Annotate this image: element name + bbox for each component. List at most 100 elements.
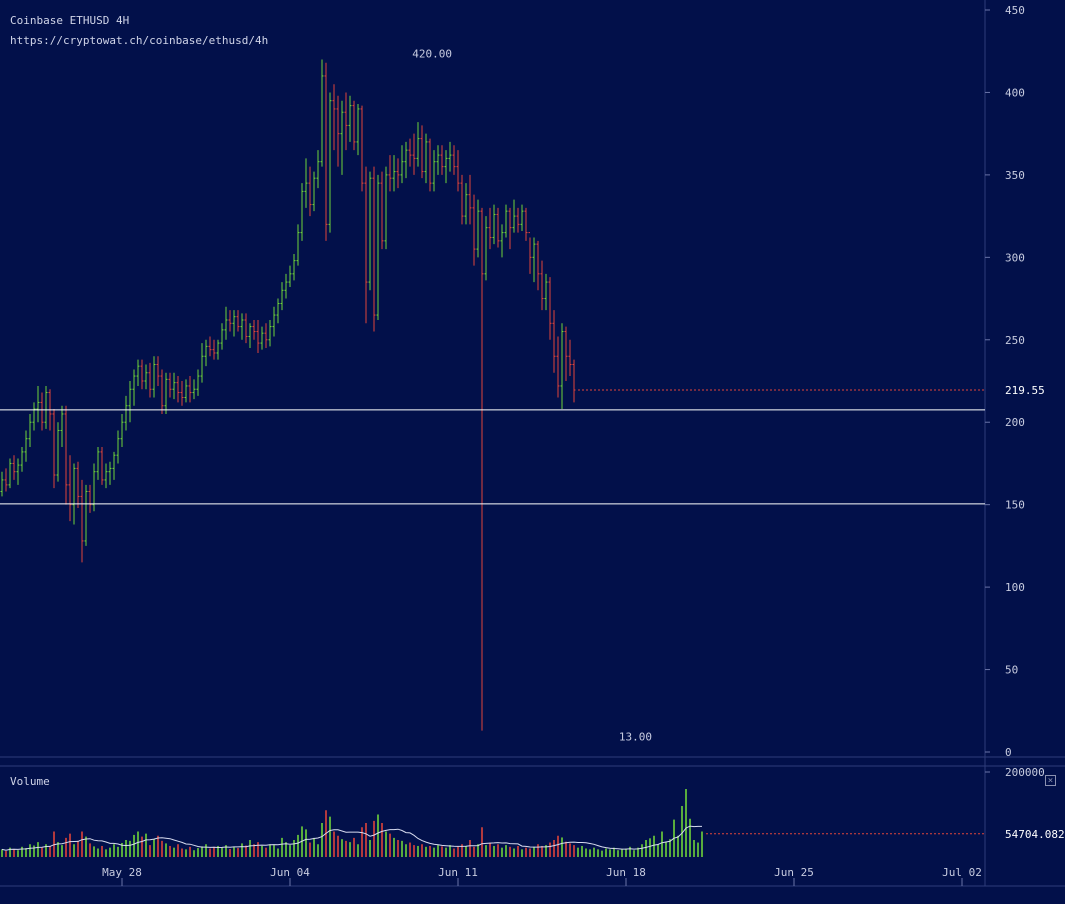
close-icon[interactable]: × — [1045, 775, 1056, 786]
candle — [512, 199, 516, 233]
price-axis: 0 50 100 150 200 250 300 350 400 450 219.55 — [985, 4, 1045, 759]
candle — [284, 273, 288, 299]
candle — [28, 413, 32, 447]
volume-tick-label: 200000 — [1005, 766, 1045, 779]
candle — [420, 125, 424, 179]
time-tick-label: Jun 11 — [438, 866, 478, 879]
candle — [204, 339, 208, 367]
candle — [408, 138, 412, 167]
candle — [248, 323, 252, 349]
extreme-price-label: 420.00 — [412, 47, 452, 60]
candle — [300, 183, 304, 241]
candle — [0, 471, 4, 497]
candle-series — [0, 59, 576, 731]
candle — [516, 207, 520, 233]
candle — [224, 306, 228, 340]
candle — [344, 92, 348, 151]
candle — [396, 158, 400, 189]
candle — [308, 166, 312, 217]
candle — [364, 166, 368, 324]
volume-series: 54704.082 200000 — [1, 766, 1065, 857]
candle — [164, 372, 168, 414]
candle — [540, 260, 544, 311]
candle — [384, 166, 388, 250]
candle — [440, 145, 444, 175]
time-tick-label: May 28 — [102, 866, 142, 879]
candle — [560, 323, 564, 410]
candle — [492, 204, 496, 245]
candle — [472, 194, 476, 266]
candle — [280, 282, 284, 311]
candle — [116, 430, 120, 464]
candle — [480, 207, 484, 731]
candle — [288, 265, 292, 288]
candle — [548, 277, 552, 340]
candle — [524, 207, 528, 241]
candle — [464, 183, 468, 225]
candle — [328, 92, 332, 233]
candle — [236, 310, 240, 332]
candle — [8, 458, 12, 489]
candle — [424, 133, 428, 184]
candle — [416, 122, 420, 167]
candle — [192, 379, 196, 400]
candle — [180, 381, 184, 406]
candle — [504, 204, 508, 238]
candle — [80, 479, 84, 563]
candle — [448, 141, 452, 172]
chart-url[interactable]: https://cryptowat.ch/coinbase/ethusd/4h — [10, 34, 269, 47]
candle — [404, 141, 408, 179]
candle — [172, 372, 176, 400]
candle — [232, 310, 236, 337]
candle — [468, 174, 472, 225]
candle — [96, 446, 100, 480]
candle — [552, 310, 556, 373]
time-tick-label: Jun 04 — [270, 866, 310, 879]
candle — [508, 207, 512, 250]
candle — [76, 461, 80, 508]
candle — [412, 133, 416, 175]
candle — [36, 385, 40, 423]
chart-title: Coinbase ETHUSD 4H — [10, 14, 130, 27]
candle — [60, 405, 64, 447]
candle — [168, 372, 172, 398]
candle — [4, 468, 8, 492]
candle — [368, 171, 372, 291]
price-tick-label: 0 — [1005, 746, 1012, 759]
candle — [356, 103, 360, 156]
candle — [260, 326, 264, 350]
candle — [184, 379, 188, 403]
candle — [568, 339, 572, 377]
candle — [160, 369, 164, 414]
candle — [240, 313, 244, 340]
volume-label: Volume — [10, 775, 50, 788]
candle — [484, 216, 488, 281]
candle — [92, 463, 96, 512]
candle — [536, 240, 540, 291]
price-tick-label: 200 — [1005, 416, 1025, 429]
annotations: 420.00 13.00 — [412, 47, 652, 743]
candle — [108, 461, 112, 485]
candle — [476, 199, 480, 258]
candle — [228, 310, 232, 332]
candle — [324, 62, 328, 241]
candle — [252, 319, 256, 340]
candle — [572, 359, 576, 403]
candle — [436, 145, 440, 175]
candle — [188, 376, 192, 403]
candle — [144, 364, 148, 390]
candle — [348, 95, 352, 142]
price-tick-label: 50 — [1005, 664, 1018, 677]
candle — [56, 422, 60, 482]
candle — [148, 362, 152, 398]
candle — [296, 224, 300, 266]
last-price-label: 219.55 — [1005, 384, 1045, 397]
candle — [200, 343, 204, 383]
price-tick-label: 250 — [1005, 334, 1025, 347]
candle — [432, 150, 436, 192]
candle — [428, 138, 432, 192]
time-tick-label: Jun 25 — [774, 866, 814, 879]
candle — [312, 171, 316, 212]
candle — [360, 105, 364, 192]
